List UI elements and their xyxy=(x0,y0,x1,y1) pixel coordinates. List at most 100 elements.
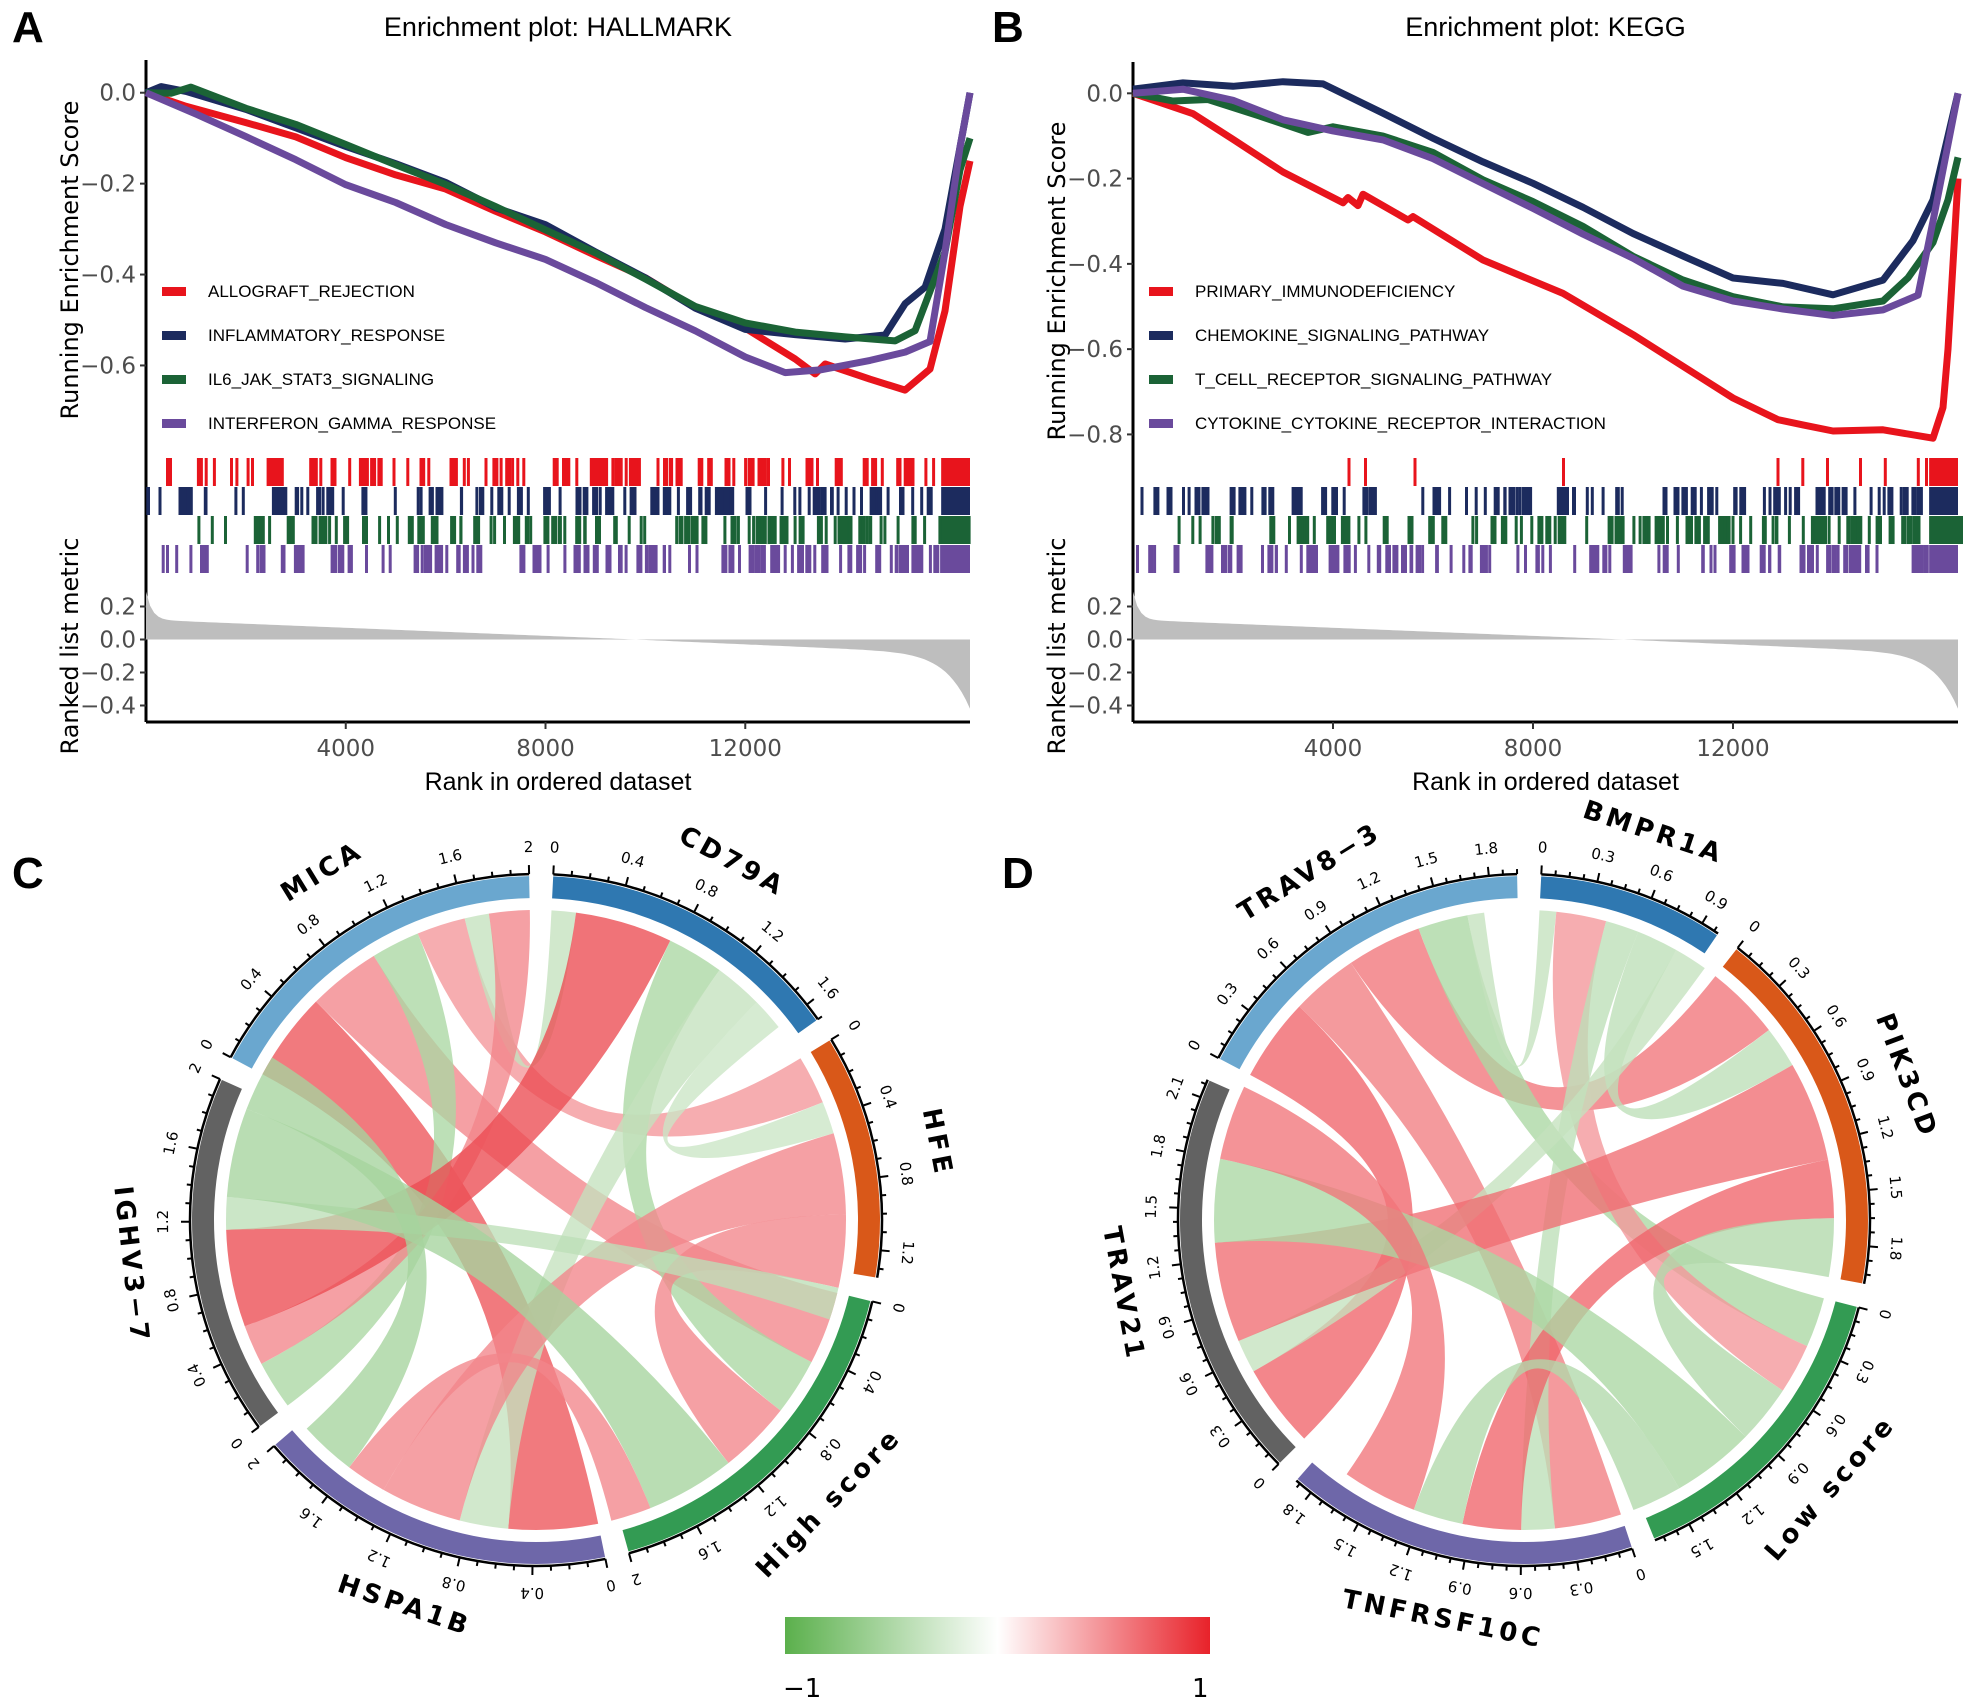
gene-hit-mark xyxy=(1589,545,1596,573)
sector-name: HFE xyxy=(916,1106,959,1180)
gene-hit-mark xyxy=(1912,516,1919,544)
gene-hit-mark xyxy=(941,516,970,544)
sector-tick xyxy=(848,1068,854,1073)
gene-hit-mark xyxy=(1715,487,1719,515)
gene-hit-mark xyxy=(924,458,928,486)
sector-tick xyxy=(819,1417,825,1422)
gene-hit-mark xyxy=(280,487,284,515)
sector-tick xyxy=(1812,1409,1821,1417)
gene-hit-mark xyxy=(309,458,316,486)
gene-hit-mark xyxy=(1707,487,1714,515)
gene-hit-mark xyxy=(614,458,621,486)
sector-tick-label: 0.3 xyxy=(1213,979,1242,1009)
sector-tick xyxy=(712,1516,717,1523)
sector-tick xyxy=(211,1074,221,1080)
metric-y-tick-label: −0.2 xyxy=(1067,661,1123,687)
sector-tick xyxy=(1840,1076,1850,1082)
sector-tick xyxy=(727,1506,733,1513)
gene-hit-mark xyxy=(334,516,338,544)
gene-hit-mark xyxy=(715,487,722,515)
gene-hit-mark xyxy=(287,516,291,544)
gene-hit-mark xyxy=(1357,516,1361,544)
sector-tick-label: 1.8 xyxy=(1279,1499,1309,1528)
gsea-plot-hallmark: Enrichment plot: HALLMARK 0.0 −0.2 −0.4 −0.6… xyxy=(56,12,974,796)
gene-hit-mark xyxy=(454,458,458,486)
gene-hit-mark xyxy=(643,516,647,544)
sector-tick xyxy=(1688,911,1694,917)
gene-hit-mark xyxy=(235,458,239,486)
chord-link xyxy=(1350,928,1769,1111)
sector-tick xyxy=(1279,961,1288,970)
gene-hit-mark xyxy=(1761,516,1765,544)
gene-hit-mark xyxy=(1284,545,1288,573)
gene-hit-mark xyxy=(668,458,672,486)
sector-axis xyxy=(1295,1479,1633,1568)
sector-tick xyxy=(1688,1523,1695,1533)
gene-hit-mark xyxy=(1305,516,1309,544)
gene-hit-mark xyxy=(575,458,579,486)
gene-hit-mark xyxy=(1821,516,1825,544)
gene-hit-mark xyxy=(169,458,172,486)
y-tick-label: −0.6 xyxy=(1067,337,1123,363)
gene-hit-mark xyxy=(479,487,482,515)
gene-hit-mark xyxy=(521,545,524,573)
gene-hit-mark xyxy=(245,545,249,573)
gene-hit-mark xyxy=(770,545,777,573)
gene-hit-mark xyxy=(522,458,526,486)
sector-tick xyxy=(642,885,646,892)
gene-hit-mark xyxy=(627,516,631,544)
gene-hit-mark xyxy=(526,516,530,544)
gene-hit-mark xyxy=(1261,487,1265,515)
gene-hit-mark xyxy=(1879,516,1882,544)
gene-hit-mark xyxy=(833,516,837,544)
gene-hit-mark xyxy=(780,487,784,515)
gene-hit-mark xyxy=(406,458,410,486)
gene-hit-mark xyxy=(420,545,424,573)
gene-hit-mark xyxy=(1410,545,1414,573)
gene-hit-mark xyxy=(1836,545,1840,573)
gene-hit-mark xyxy=(1845,545,1849,573)
metric-y-tick-label: 0.0 xyxy=(1086,628,1123,654)
gene-hit-mark xyxy=(729,487,732,515)
metric-y-tick-label: 0.0 xyxy=(99,628,136,654)
gene-hit-mark xyxy=(755,516,762,544)
gene-hit-mark xyxy=(234,487,238,515)
gene-hit-mark xyxy=(1690,487,1697,515)
gene-hit-mark xyxy=(1484,545,1488,573)
gene-hit-mark xyxy=(585,487,589,515)
sector-tick xyxy=(604,1558,609,1568)
gene-hit-mark xyxy=(1474,487,1478,515)
gene-hit-mark xyxy=(678,516,682,544)
gene-hit-mark xyxy=(459,516,463,544)
metric-y-tick-label: −0.2 xyxy=(80,661,136,687)
gene-hit-mark xyxy=(748,458,755,486)
sector-tick xyxy=(189,1293,199,1298)
sector-tick xyxy=(855,1085,862,1090)
gene-hit-mark xyxy=(1740,487,1747,515)
sector-tick xyxy=(1214,1383,1221,1389)
sector-tick-label: 0.6 xyxy=(1176,1369,1203,1398)
gene-hit-mark xyxy=(816,458,819,486)
sector-tick xyxy=(1190,1108,1197,1112)
gene-hit-mark xyxy=(1917,545,1924,573)
gene-hit-mark xyxy=(241,487,245,515)
gene-hit-mark xyxy=(1230,516,1234,544)
gene-hit-mark xyxy=(1297,487,1301,515)
panel-letter-c: C xyxy=(12,849,44,898)
gene-hit-mark xyxy=(507,487,511,515)
gene-hit-mark xyxy=(1410,516,1414,544)
gene-hit-mark xyxy=(757,458,764,486)
gene-hit-mark xyxy=(1731,516,1735,544)
sector-tick xyxy=(771,1472,776,1478)
sector-tick xyxy=(794,986,800,992)
gsea-plot-kegg: Enrichment plot: KEGG 0.0 −0.2 −0.4 −0.6 −0.8… xyxy=(1043,12,1963,796)
sector-tick xyxy=(279,978,285,984)
sector-tick xyxy=(768,960,774,966)
chord-link xyxy=(1214,1065,1829,1341)
gene-hit-mark xyxy=(1701,545,1705,573)
gene-hit-mark xyxy=(1913,487,1917,515)
sector-tick xyxy=(385,1533,392,1543)
sector-name: IGHV3−7 xyxy=(107,1185,154,1346)
chord-link xyxy=(261,933,456,1406)
sector-tick xyxy=(1405,1546,1411,1556)
